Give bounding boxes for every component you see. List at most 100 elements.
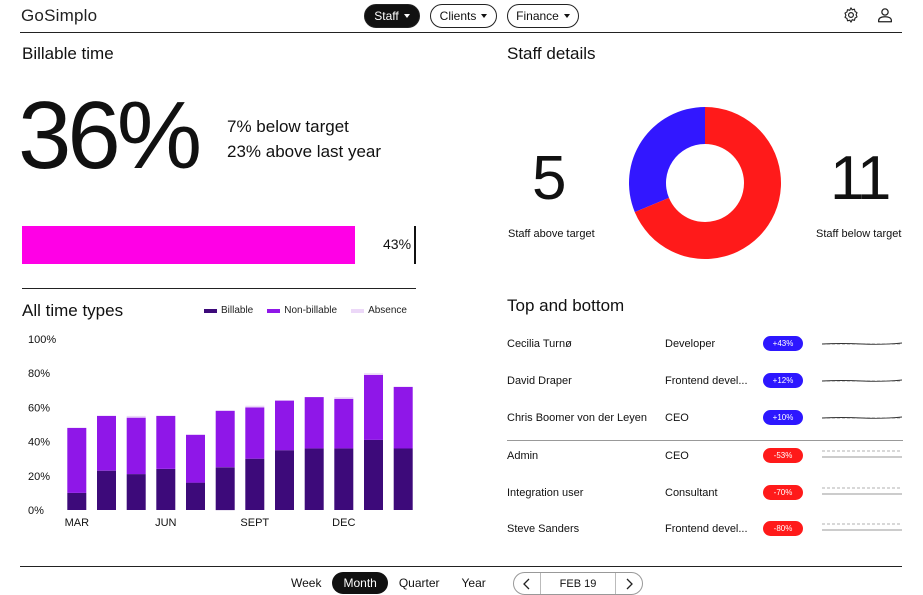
- y-tick-label: 100%: [28, 334, 56, 346]
- legend-swatch: [204, 308, 217, 313]
- bar-segment-billable: [97, 470, 116, 510]
- time-types-title: All time types: [22, 301, 124, 320]
- sparkline: [822, 342, 902, 345]
- table-row[interactable]: Cecilia Turnø Developer +43%: [507, 335, 903, 355]
- period-label: Week: [291, 576, 322, 590]
- performance-badge: -80%: [763, 521, 803, 536]
- bar-segment-billable: [334, 448, 354, 510]
- period-month[interactable]: Month: [332, 572, 388, 594]
- bar-segment-non-billable: [156, 415, 176, 469]
- legend-swatch: [267, 308, 281, 313]
- period-quarter[interactable]: Quarter: [388, 572, 451, 594]
- user-icon[interactable]: [876, 6, 894, 24]
- period-week[interactable]: Week: [280, 572, 332, 594]
- nav-tab-label: Finance: [516, 9, 559, 23]
- chevron-left-icon: [523, 578, 530, 589]
- y-tick-label: 80%: [28, 368, 50, 380]
- table-row[interactable]: Integration user Consultant -70%: [507, 484, 903, 504]
- bar-segment-non-billable: [67, 427, 87, 493]
- sparkline: [822, 379, 902, 382]
- period-label: Year: [461, 576, 486, 590]
- legend-label: Non-billable: [284, 305, 338, 316]
- performance-badge: -53%: [763, 448, 803, 463]
- bar-segment-non-billable: [186, 434, 205, 483]
- footer-divider: [20, 566, 902, 567]
- bar-segment-non-billable: [97, 415, 116, 471]
- billable-title: Billable time: [22, 44, 114, 63]
- chevron-down-icon: [563, 14, 570, 18]
- nav-tab-staff[interactable]: Staff: [364, 4, 420, 28]
- x-tick-label: SEPT: [240, 517, 269, 529]
- nav-tab-label: Staff: [374, 9, 399, 23]
- bar-segment-billable: [67, 492, 87, 510]
- sparkline: [822, 450, 902, 458]
- bar-segment-non-billable: [393, 386, 413, 449]
- main-nav: Staff Clients Finance: [364, 4, 579, 28]
- table-row[interactable]: Steve Sanders Frontend devel... -80%: [507, 520, 903, 540]
- previous-period-button[interactable]: [514, 573, 541, 594]
- y-tick-label: 60%: [28, 402, 50, 414]
- person-role: Consultant: [665, 487, 718, 499]
- y-tick-label: 0%: [28, 505, 44, 517]
- table-row[interactable]: Chris Boomer von der Leyen CEO +10%: [507, 409, 903, 429]
- chevron-right-icon: [626, 578, 633, 589]
- staff-donut-chart: [629, 107, 781, 259]
- below-target-text: 7% below target: [227, 117, 349, 136]
- performance-badge: +10%: [763, 410, 803, 425]
- bar-segment-billable: [393, 448, 413, 510]
- person-name: David Draper: [507, 375, 572, 387]
- gear-icon[interactable]: [842, 6, 860, 24]
- date-navigator: FEB 19: [513, 572, 643, 595]
- table-row[interactable]: David Draper Frontend devel... +12%: [507, 372, 903, 392]
- chart-legend: Billable Non-billable Absence: [204, 305, 407, 316]
- bar-segment-non-billable: [334, 398, 354, 449]
- person-role: Frontend devel...: [665, 375, 748, 387]
- sparkline: [822, 523, 902, 531]
- period-year[interactable]: Year: [451, 572, 497, 594]
- above-target-label: Staff above target: [508, 228, 595, 240]
- y-tick-label: 20%: [28, 471, 50, 483]
- logo-text: GoSimplo: [21, 6, 98, 25]
- bar-segment-billable: [186, 482, 205, 510]
- donut-slice-below: [634, 107, 781, 259]
- bar-segment-absence: [245, 405, 265, 408]
- bar-segment-billable: [275, 450, 294, 510]
- person-role: CEO: [665, 412, 689, 424]
- bar-segment-billable: [156, 469, 176, 510]
- chevron-down-icon: [403, 14, 410, 18]
- performance-badge: +43%: [763, 336, 803, 351]
- bar-segment-non-billable: [126, 417, 146, 475]
- bar-segment-non-billable: [304, 397, 324, 449]
- app-logo[interactable]: GoSimplo: [21, 6, 97, 26]
- staff-details-title: Staff details: [507, 44, 596, 63]
- bar-segment-absence: [364, 373, 383, 375]
- person-role: CEO: [665, 450, 689, 462]
- bar-segment-billable: [126, 474, 146, 510]
- bar-segment-non-billable: [245, 407, 265, 459]
- below-target-label: Staff below target: [816, 228, 902, 240]
- performance-badge: -70%: [763, 485, 803, 500]
- period-label: Month: [343, 576, 377, 590]
- legend-item-non-billable: Non-billable: [267, 305, 337, 316]
- bar-segment-absence: [334, 397, 354, 399]
- top-bottom-title: Top and bottom: [507, 296, 625, 315]
- above-target-count: 5: [532, 144, 567, 213]
- nav-tab-finance[interactable]: Finance: [507, 4, 579, 28]
- nav-tab-clients[interactable]: Clients: [430, 4, 497, 28]
- bar-segment-billable: [304, 448, 324, 510]
- below-target-count: 11: [830, 144, 891, 213]
- person-role: Frontend devel...: [665, 523, 748, 535]
- billable-percentage: 36%: [18, 82, 202, 189]
- legend-item-absence: Absence: [351, 305, 407, 316]
- bar-segment-billable: [364, 439, 383, 510]
- x-tick-label: DEC: [332, 517, 355, 529]
- next-period-button[interactable]: [615, 573, 642, 594]
- billable-progress-fill: [22, 226, 355, 264]
- target-marker: [414, 226, 416, 264]
- person-name: Steve Sanders: [507, 523, 580, 535]
- billable-progress-bar: [22, 226, 356, 264]
- bar-segment-billable: [215, 467, 235, 511]
- bar-segment-absence: [126, 415, 146, 418]
- bar-segment-non-billable: [275, 400, 294, 451]
- table-row[interactable]: Admin CEO -53%: [507, 447, 903, 467]
